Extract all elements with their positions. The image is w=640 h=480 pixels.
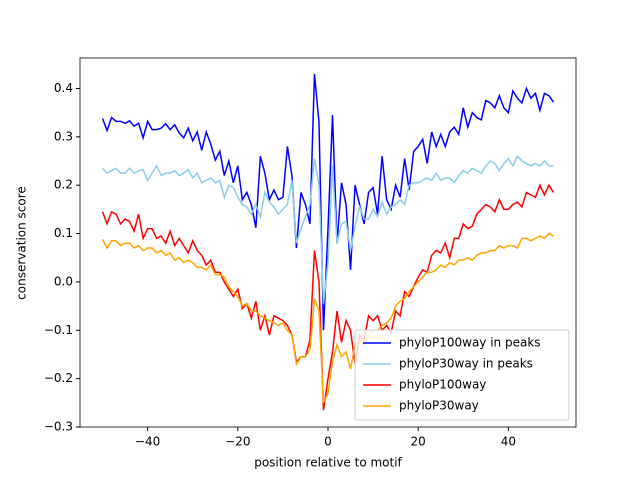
y-tick-label: −0.1 xyxy=(44,323,73,337)
legend-label: phyloP100way in peaks xyxy=(399,336,541,350)
y-tick-label: 0.2 xyxy=(54,178,73,192)
x-tick-label: 40 xyxy=(501,435,516,449)
y-tick-label: −0.2 xyxy=(44,371,73,385)
x-tick-label: 0 xyxy=(324,435,332,449)
series-line xyxy=(101,73,555,331)
x-tick-label: −20 xyxy=(225,435,250,449)
legend-label: phyloP30way in peaks xyxy=(399,357,533,371)
y-tick-label: 0.1 xyxy=(54,226,73,240)
series-line xyxy=(101,183,555,411)
x-tick-label: 20 xyxy=(411,435,426,449)
legend-label: phyloP30way xyxy=(399,399,479,413)
legend-label: phyloP100way xyxy=(399,378,486,392)
series-line xyxy=(101,232,554,404)
y-tick-label: 0.4 xyxy=(54,81,73,95)
series-line xyxy=(101,154,554,304)
y-tick-label: −0.3 xyxy=(44,420,73,434)
x-tick-label: −40 xyxy=(135,435,160,449)
y-tick-label: 0.3 xyxy=(54,129,73,143)
plot-frame xyxy=(79,57,577,428)
x-axis-label: position relative to motif xyxy=(254,456,402,470)
y-tick-label: 0.0 xyxy=(54,274,73,288)
y-axis-label: conservation score xyxy=(15,186,29,300)
legend-box xyxy=(354,329,570,421)
